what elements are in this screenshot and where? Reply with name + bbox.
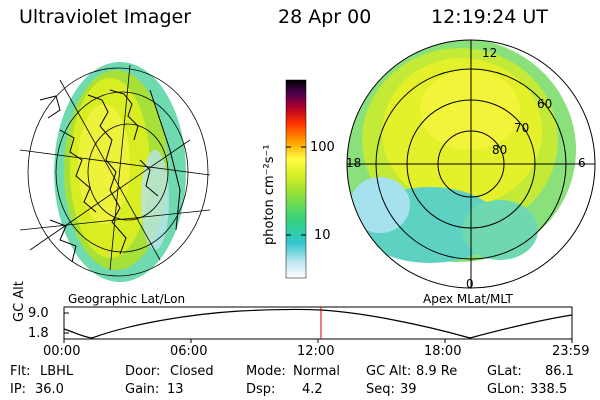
mlt-label-6: 6 — [578, 156, 586, 170]
right-caption: Apex MLat/MLT — [423, 292, 513, 306]
lat-label-60: 60 — [537, 97, 553, 111]
gain-value: 13 — [167, 382, 184, 397]
ip-value: 36.0 — [35, 382, 64, 397]
mlt-label-12: 12 — [482, 46, 498, 60]
xtick-2359: 23:59 — [552, 344, 590, 359]
colorbar — [285, 79, 307, 279]
polar-aurora-fill — [347, 40, 595, 288]
glon-label: GLon: — [487, 382, 525, 397]
app-title: Ultraviolet Imager — [19, 6, 192, 28]
seq-label: Seq: — [366, 382, 395, 397]
polar-grid — [346, 39, 596, 289]
xtick-1200: 12:00 — [297, 344, 335, 359]
dsp-label: Dsp: — [246, 382, 276, 397]
lat-label-70: 70 — [514, 121, 530, 135]
gain-label: Gain: — [125, 382, 160, 397]
seq-value: 39 — [400, 382, 417, 397]
altitude-ytick-top: 9.0 — [28, 306, 49, 321]
ip-label: IP: — [10, 382, 27, 397]
flt-label: Flt: — [10, 364, 31, 379]
mlt-label-0: 0 — [466, 277, 474, 291]
altitude-ylabel: GC Alt — [12, 281, 27, 322]
xtick-0000: 00:00 — [43, 344, 81, 359]
colorbar-unit-label: photon cm⁻²s⁻¹ — [262, 144, 277, 245]
mode-value: Normal — [293, 364, 341, 379]
gcalt-label: GC Alt: — [366, 364, 412, 379]
glon-value: 338.5 — [530, 382, 568, 397]
gcalt-value: 8.9 Re — [416, 364, 458, 379]
date-label: 28 Apr 00 — [278, 6, 372, 28]
time-label: 12:19:24 UT — [431, 6, 548, 28]
xtick-0600: 06:00 — [170, 344, 208, 359]
left-caption: Geographic Lat/Lon — [68, 292, 186, 306]
dsp-value: 4.2 — [302, 382, 323, 397]
door-label: Door: — [125, 364, 161, 379]
altitude-ytick-bottom: 1.8 — [28, 326, 49, 341]
geographic-grid — [19, 64, 211, 277]
mlt-label-18: 18 — [346, 156, 362, 170]
mode-label: Mode: — [246, 364, 286, 379]
colorbar-tick-100: 100 — [310, 140, 335, 155]
xtick-1800: 18:00 — [424, 344, 462, 359]
altitude-curve — [63, 308, 573, 339]
geographic-aurora-fill — [54, 62, 186, 282]
door-value: Closed — [170, 364, 214, 379]
colorbar-tick-10: 10 — [314, 228, 331, 243]
flt-value: LBHL — [40, 364, 74, 379]
lat-label-80: 80 — [492, 143, 508, 157]
coastline-outlines — [39, 89, 181, 263]
altitude-plot — [63, 306, 573, 343]
glat-label: GLat: — [487, 364, 522, 379]
glat-value: 86.1 — [545, 364, 574, 379]
